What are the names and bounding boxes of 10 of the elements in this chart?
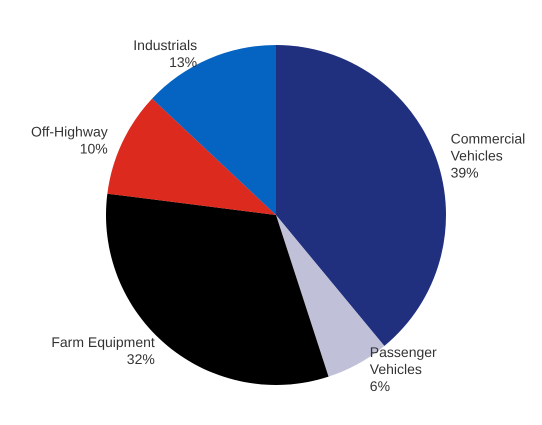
slice-label: Industrials	[133, 36, 198, 53]
slice-label: Farm Equipment	[51, 334, 155, 350]
data-label: 39%	[450, 164, 479, 180]
slice-label: Commercial Vehicles	[450, 130, 530, 164]
data-label: 10%	[80, 140, 108, 157]
data-label: 32%	[126, 351, 155, 368]
slice-label: Off-Highway	[30, 124, 108, 140]
data-label: 13%	[169, 54, 198, 70]
data-label: 6%	[370, 378, 390, 394]
slice-label: Passenger Vehicles	[370, 344, 441, 378]
